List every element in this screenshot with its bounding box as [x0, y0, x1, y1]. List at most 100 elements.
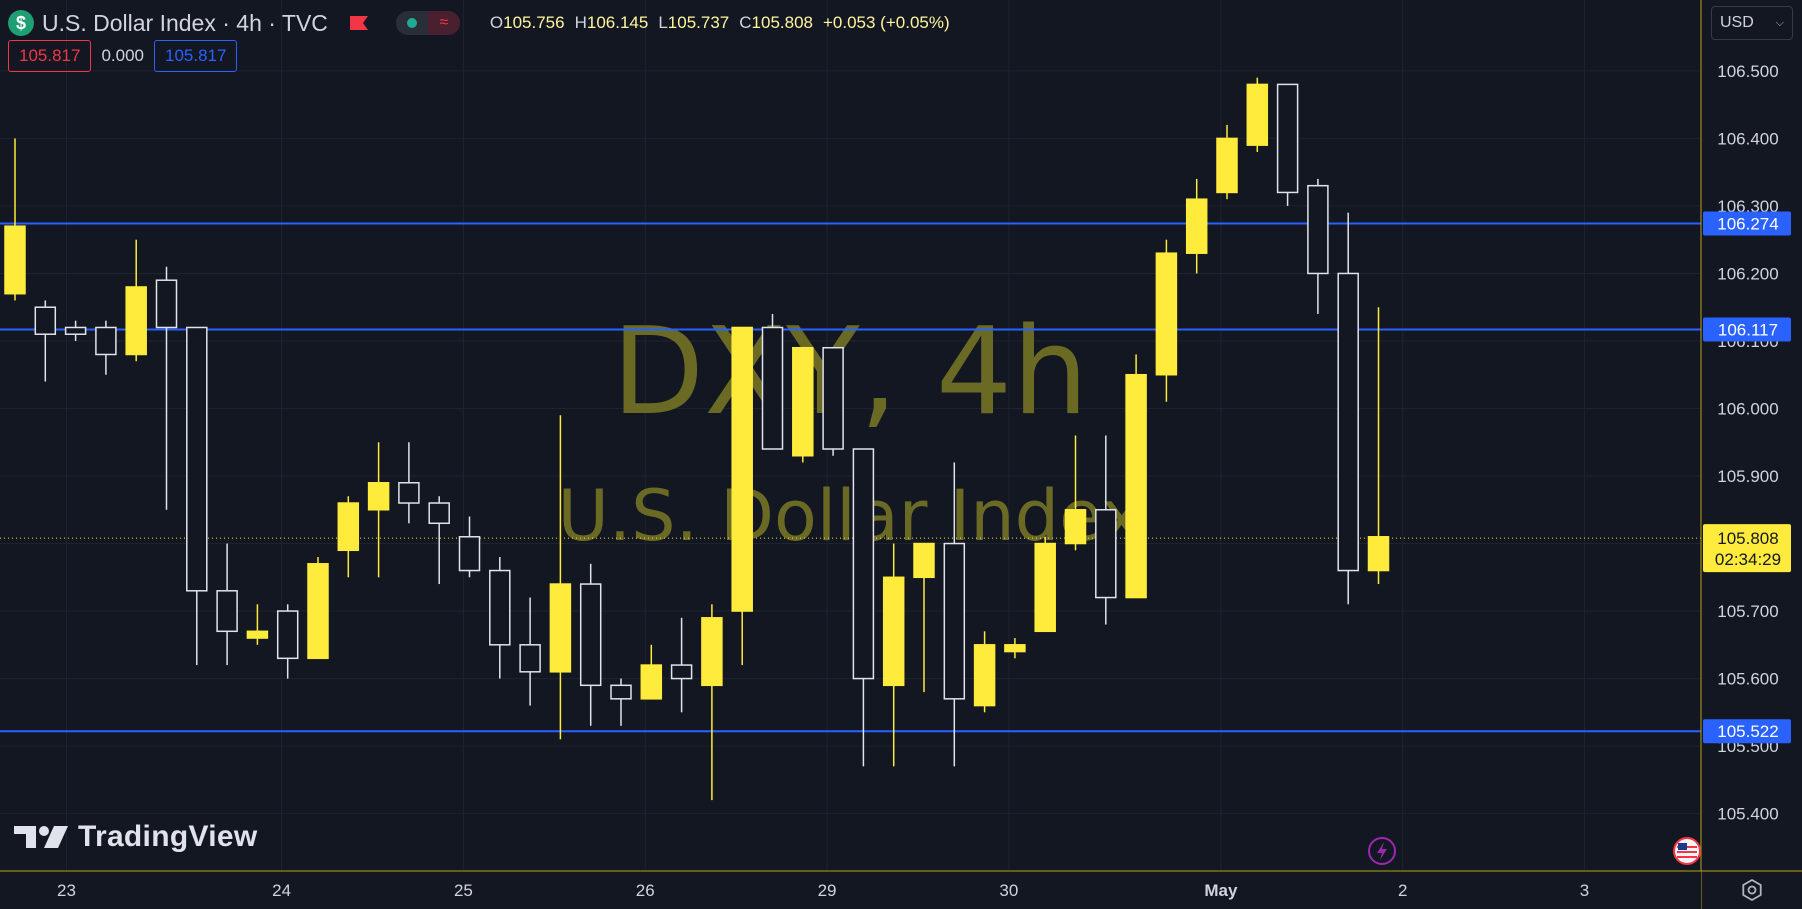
candle [186, 326, 208, 666]
price-tick-label: 106.300 [1717, 197, 1778, 216]
price-tick-label: 106.500 [1717, 62, 1778, 81]
candle [882, 543, 905, 767]
candle-body [913, 542, 935, 579]
ohlc-change: +0.053 (+0.05%) [822, 13, 950, 32]
time-tick-label: 2 [1398, 881, 1407, 900]
candle [1004, 638, 1026, 659]
candle [125, 239, 147, 362]
settings-gear-icon[interactable] [1740, 878, 1764, 902]
level-price-tag[interactable] [1703, 211, 1791, 236]
candle [1125, 354, 1147, 599]
candle [1095, 435, 1117, 625]
candle-body [1125, 373, 1147, 599]
candle-body [1034, 542, 1056, 633]
candle [489, 557, 511, 679]
chart-legend: $ U.S. Dollar Index · 4h · TVC ≈ O105.75… [8, 8, 950, 38]
candles [4, 77, 1390, 801]
candle-body [852, 448, 875, 680]
candle [307, 557, 329, 660]
tradingview-logo[interactable]: TradingView [14, 820, 257, 854]
candle-body [1185, 198, 1208, 254]
candle [640, 644, 663, 700]
ohlc-low: L105.737 [658, 13, 730, 32]
candle-body [973, 644, 996, 707]
candle [670, 617, 693, 713]
currency-label: USD [1720, 14, 1754, 31]
price-axis[interactable]: 106.500106.400106.300106.200106.100106.0… [1700, 0, 1802, 909]
indicator-toggle[interactable]: ≈ [395, 11, 460, 35]
level-price-tag[interactable] [1703, 317, 1791, 342]
currency-select[interactable]: USD ⌵ [1711, 6, 1793, 40]
us-flag-icon[interactable] [1672, 836, 1702, 866]
candle-body [95, 326, 117, 356]
candle [155, 266, 178, 510]
time-tick-label: 29 [818, 881, 837, 900]
price-tick-label: 105.900 [1717, 467, 1778, 486]
candle [1307, 178, 1329, 314]
candle [913, 542, 935, 693]
price-axis-background [1701, 0, 1802, 909]
candle-body [701, 617, 723, 687]
candle-body [549, 583, 572, 673]
candle [1337, 212, 1359, 605]
sell-button[interactable]: 105.817 [8, 40, 92, 72]
time-tick-label: May [1204, 881, 1238, 900]
candle [761, 313, 784, 450]
watermark: DXY, 4h U.S. Dollar Index [558, 303, 1143, 557]
candle-body [822, 346, 844, 450]
green-dot-icon[interactable] [396, 11, 428, 35]
candle-body [1155, 252, 1178, 376]
candle-body [125, 286, 147, 356]
candle [792, 346, 814, 463]
symbol-title[interactable]: U.S. Dollar Index · 4h · TVC [42, 9, 328, 36]
ohlc-high: H106.145 [574, 13, 649, 32]
lightning-icon[interactable] [1367, 836, 1397, 866]
red-flag-icon[interactable] [349, 16, 368, 30]
candle-body [519, 644, 541, 673]
candle-body [1276, 83, 1299, 194]
tradingview-logo-icon [14, 826, 68, 848]
candle-body [610, 684, 632, 700]
candle-body [1216, 137, 1238, 194]
candle [1064, 435, 1087, 551]
candle [973, 631, 996, 713]
level-price-tag[interactable] [1703, 719, 1791, 744]
time-tick-label: 3 [1580, 881, 1589, 900]
time-axis[interactable]: 23 24 25 26 29 30 May 2 3 [0, 870, 1802, 909]
tradingview-wordmark: TradingView [78, 820, 258, 853]
candle-body [216, 590, 238, 633]
time-axis-background [0, 871, 1701, 909]
candle [1185, 178, 1208, 274]
candle-body [1246, 83, 1269, 146]
buy-button[interactable]: 105.817 [154, 40, 238, 72]
candle-body [1337, 272, 1359, 572]
ohlc-values: O105.756 H106.145 L105.737 C105.808 +0.0… [490, 13, 950, 33]
horizontal-levels[interactable] [0, 222, 1701, 733]
candle [337, 496, 360, 578]
candle [64, 320, 87, 341]
candle [610, 678, 632, 726]
candle [1276, 83, 1299, 206]
candle [216, 543, 238, 666]
candle-body [428, 502, 450, 525]
candle-body [761, 326, 784, 450]
ohlc-close: C105.808 [739, 13, 813, 32]
candle-body [731, 326, 753, 612]
candle [579, 563, 602, 726]
candle-body [458, 536, 481, 572]
candle [1246, 77, 1269, 152]
price-tick-label: 105.600 [1717, 670, 1778, 689]
wave-icon[interactable]: ≈ [427, 11, 460, 35]
bar-countdown-label: 02:34:29 [1715, 550, 1781, 569]
candle [519, 597, 541, 706]
time-tick-label: 30 [999, 881, 1018, 900]
candle [246, 604, 269, 645]
candle [549, 415, 572, 740]
candle-body [579, 583, 602, 687]
candle [1367, 307, 1390, 585]
candle-body [943, 542, 966, 700]
candle [34, 300, 57, 382]
candle-body [1307, 184, 1329, 275]
ohlc-open: O105.756 [489, 13, 565, 32]
